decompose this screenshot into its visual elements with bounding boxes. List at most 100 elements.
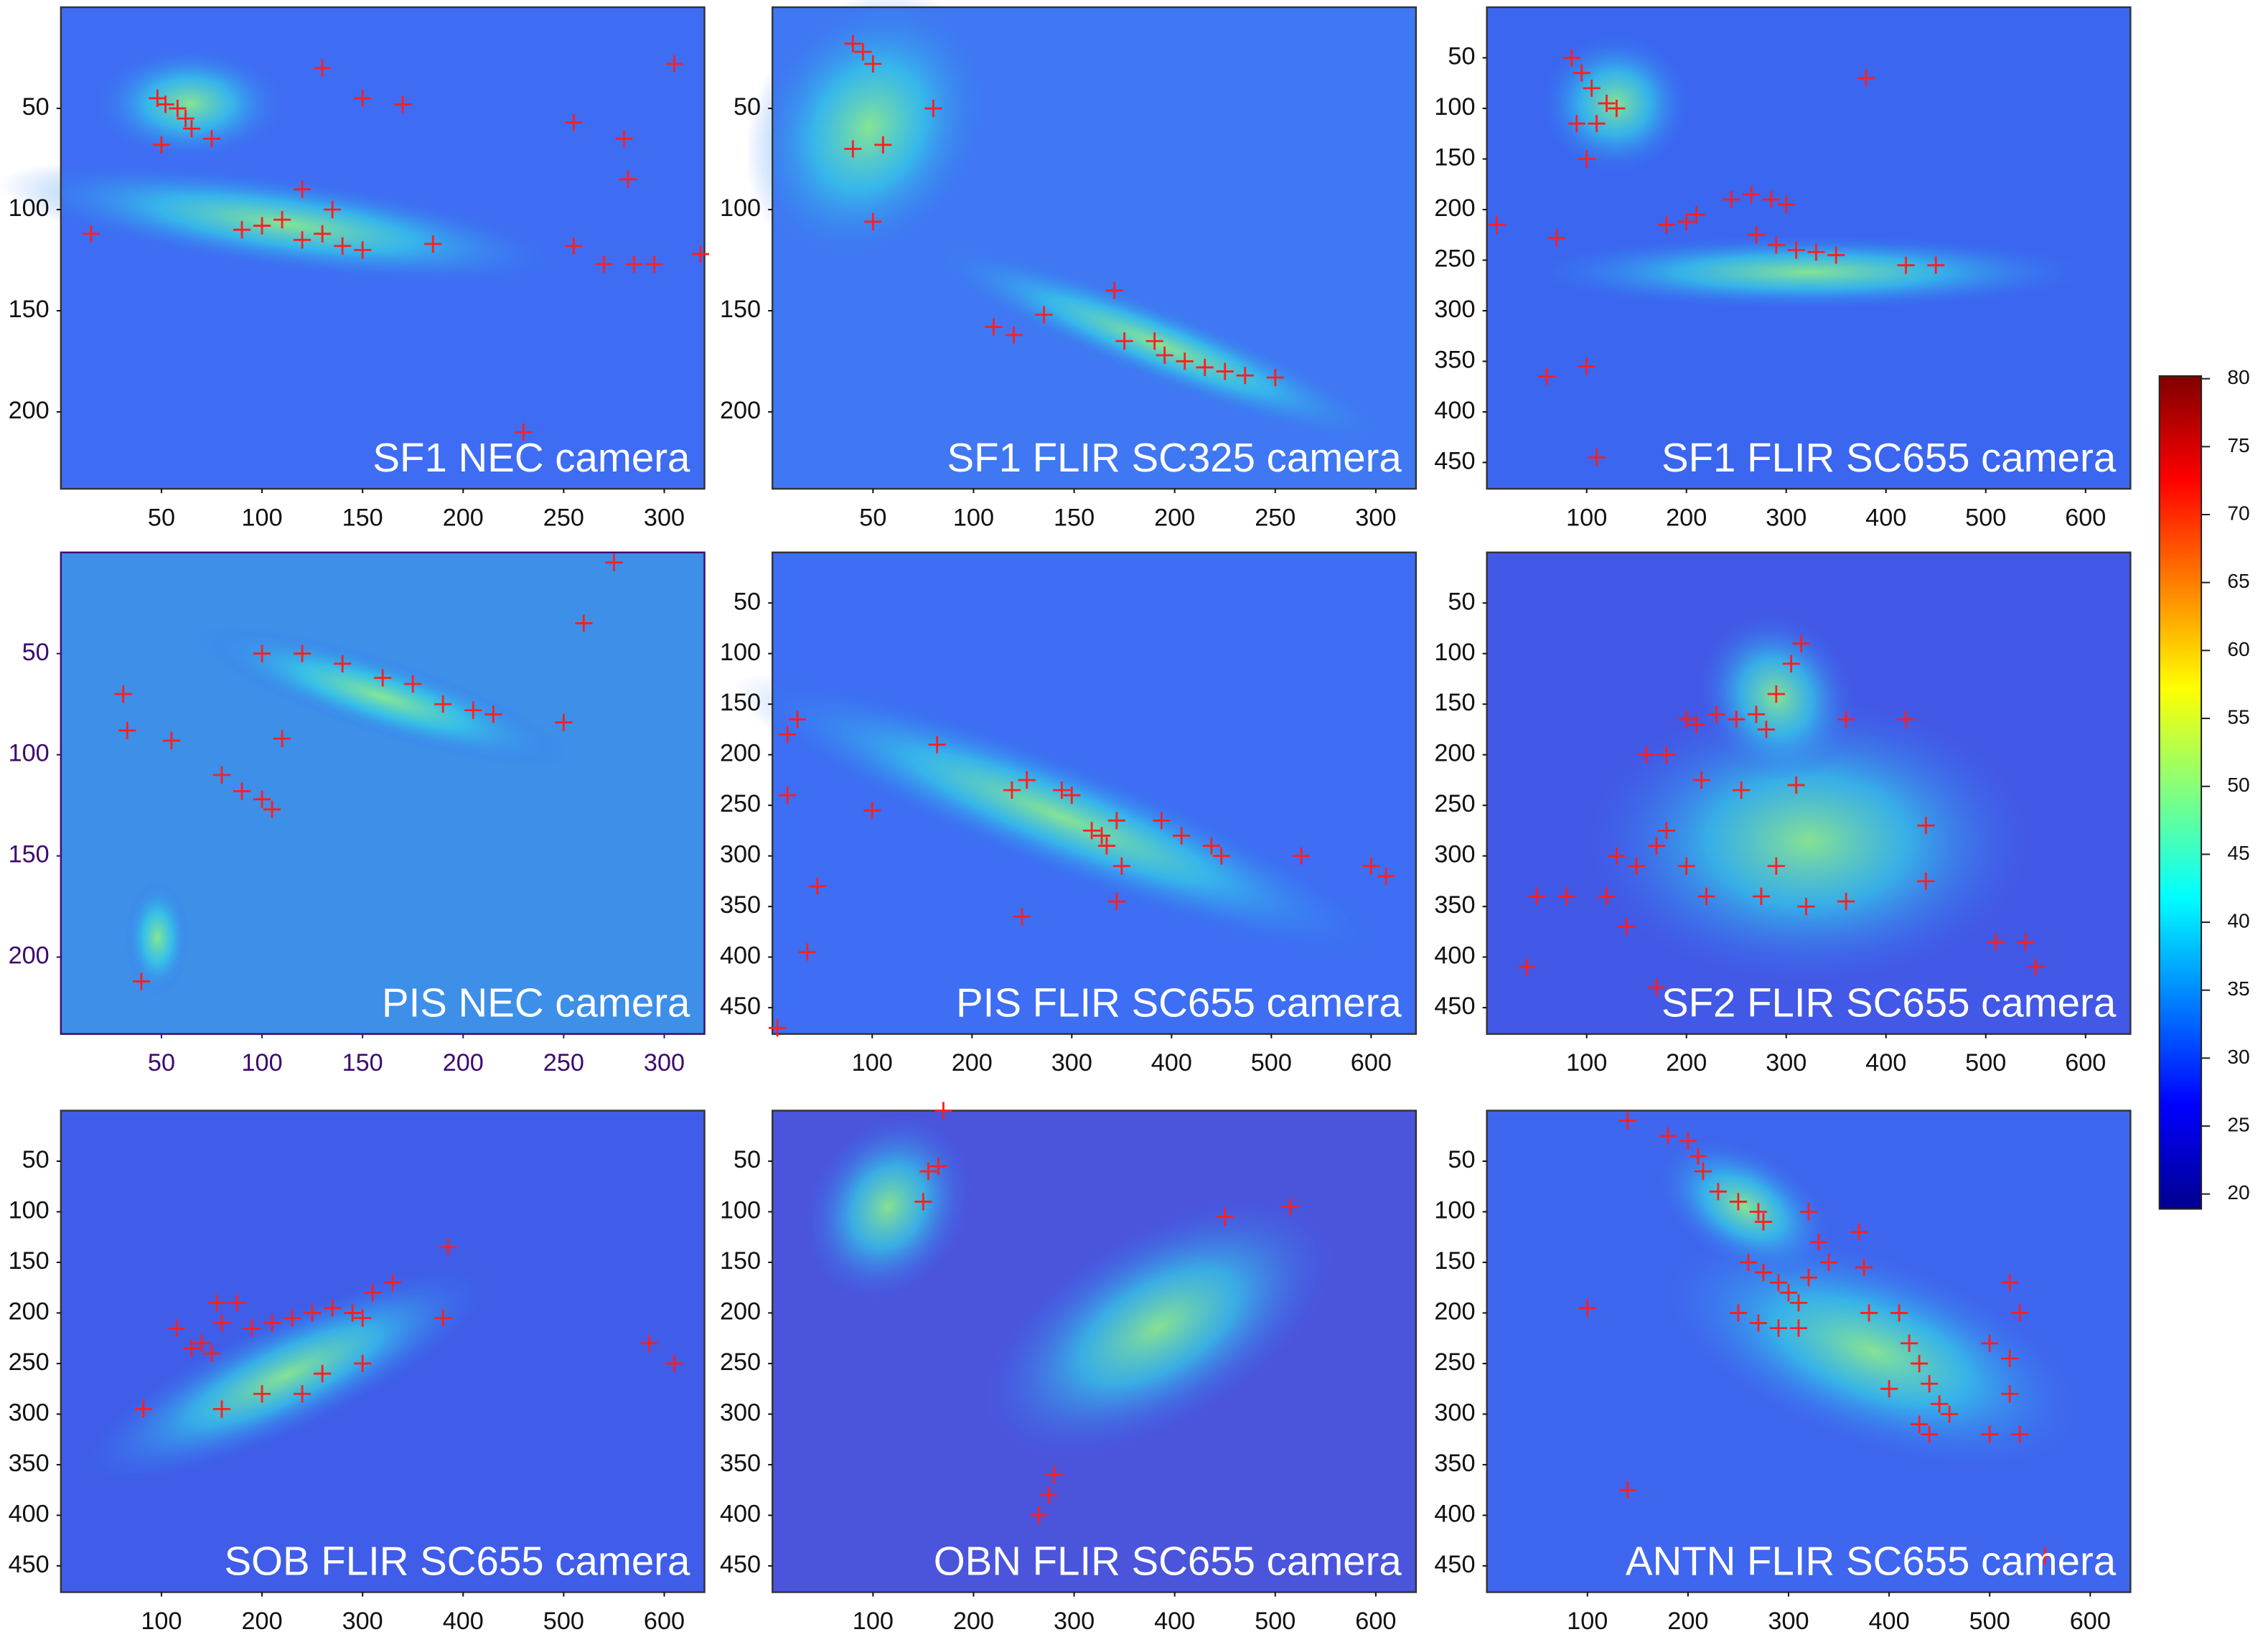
hotspot-marker [779,786,797,805]
y-tick-label: 150 [9,1247,50,1275]
hotspot-marker [1628,857,1646,875]
y-tick-label: 150 [720,1247,761,1275]
x-tick-label: 600 [1351,1049,1392,1077]
hotspot-marker [1608,847,1626,865]
x-tick-label: 600 [1355,1608,1396,1635]
hotspot-marker [1216,362,1234,380]
hotspot-marker [615,130,633,148]
hotspot-marker [1618,1112,1636,1130]
hotspot-marker [1562,49,1580,67]
y-tick-label: 250 [1434,790,1475,817]
hotspot-marker [1488,216,1506,234]
x-tick-label: 400 [1151,1049,1192,1077]
y-tick-label: 350 [9,1450,50,1477]
hotspot-marker [1729,1304,1748,1322]
hotspot-marker [294,644,311,662]
hotspot-marker [253,217,271,235]
colorbar-tick-label: 50 [2227,773,2249,796]
x-tick-label: 600 [2070,1608,2111,1635]
y-tick-label: 100 [1434,639,1475,666]
y-tick-label: 400 [720,942,761,970]
hotspot-marker [2001,1385,2019,1403]
y-tick-label: 200 [9,942,50,970]
x-tick-label: 50 [859,504,886,531]
heat-zone [805,1115,971,1299]
hotspot-marker [1767,685,1785,703]
hotspot-marker [1782,655,1800,672]
hotspot-marker [344,1304,362,1322]
x-tick-label: 100 [241,1049,282,1077]
hotspot-marker [863,802,881,820]
hotspot-marker [2011,1304,2029,1322]
y-tick-label: 200 [1434,1298,1475,1326]
hotspot-marker [1837,710,1855,728]
hotspot-marker [114,685,132,703]
y-tick-label: 50 [734,588,761,615]
x-tick-label: 300 [1051,1049,1092,1077]
panel: 100 200 300 400 500 600 50 100 150 200 250 300 350 40… [1434,6,2132,531]
hotspot-marker [854,43,872,61]
x-tick-label: 500 [1965,504,2006,531]
x-tick-label: 100 [853,1608,894,1635]
y-tick-label: 250 [1434,245,1475,273]
hotspot-marker [1752,887,1771,906]
y-tick-label: 50 [734,1146,761,1173]
x-tick-label: 400 [1154,1608,1195,1635]
hotspot-marker [1754,1263,1773,1282]
y-tick-label: 300 [720,1399,761,1426]
hotspot-marker [788,710,807,728]
heat-zone [745,0,993,266]
panel: 100 200 300 400 500 600 50 100 150 200 250 300 350 40… [720,1102,1418,1635]
panel-frame [60,6,706,490]
panel-title: OBN FLIR SC655 camera [934,1538,1402,1583]
hotspot-marker [1767,857,1785,875]
y-tick-label: 150 [1434,689,1475,716]
panel-title: ANTN FLIR SC655 camera [1626,1538,2117,1583]
panel-frame [1486,1110,2132,1593]
panel: 50 100 150 200 250 300 50 100 150 200 PIS NEC came… [9,551,706,1077]
hotspot-marker [1819,1253,1838,1272]
hotspot-marker [334,237,352,255]
hotspot-marker [1789,1319,1808,1337]
hotspot-marker [1729,1193,1748,1211]
hotspot-marker [1777,195,1795,214]
hotspot-marker [294,180,311,198]
hotspot-marker [314,59,332,77]
hotspot-marker [1857,69,1875,87]
hotspot-marker [1850,1223,1868,1241]
y-tick-label: 150 [720,296,761,323]
hotspot-marker [1647,837,1666,855]
hotspot-marker [243,1319,261,1337]
x-tick-label: 400 [1869,1608,1910,1635]
x-tick-label: 400 [1865,504,1906,531]
y-tick-label: 300 [1434,296,1475,323]
hotspot-marker [1518,958,1536,976]
hotspot-marker [1742,185,1761,203]
hotspot-marker [1588,115,1606,133]
x-tick-label: 100 [1567,1608,1608,1635]
hotspot-marker [233,782,251,800]
hotspot-marker [625,255,643,273]
hotspot-marker [156,95,174,113]
hotspot-marker [253,790,271,808]
hotspot-marker [354,1354,372,1373]
y-tick-label: 350 [720,1450,761,1477]
hotspot-marker [1787,776,1805,794]
hotspot-marker [1083,822,1101,840]
hotspot-marker [324,1299,342,1317]
x-tick-label: 400 [1865,1049,1906,1077]
hotspot-marker [1573,64,1590,82]
hotspot-marker [1807,243,1825,261]
hotspot-marker [1921,1425,1939,1443]
hotspot-marker [914,1193,932,1211]
x-tick-label: 200 [1667,1608,1708,1635]
hotspot-marker [555,713,573,731]
y-tick-label: 400 [1434,397,1475,424]
panel-title: PIS FLIR SC655 camera [956,980,1402,1026]
hotspot-marker [212,1400,231,1418]
x-tick-label: 100 [1566,1049,1607,1077]
hotspot-marker [434,695,452,713]
hotspot-marker [1578,1299,1596,1317]
hotspot-marker [808,877,826,896]
x-tick-label: 200 [1666,1049,1707,1077]
